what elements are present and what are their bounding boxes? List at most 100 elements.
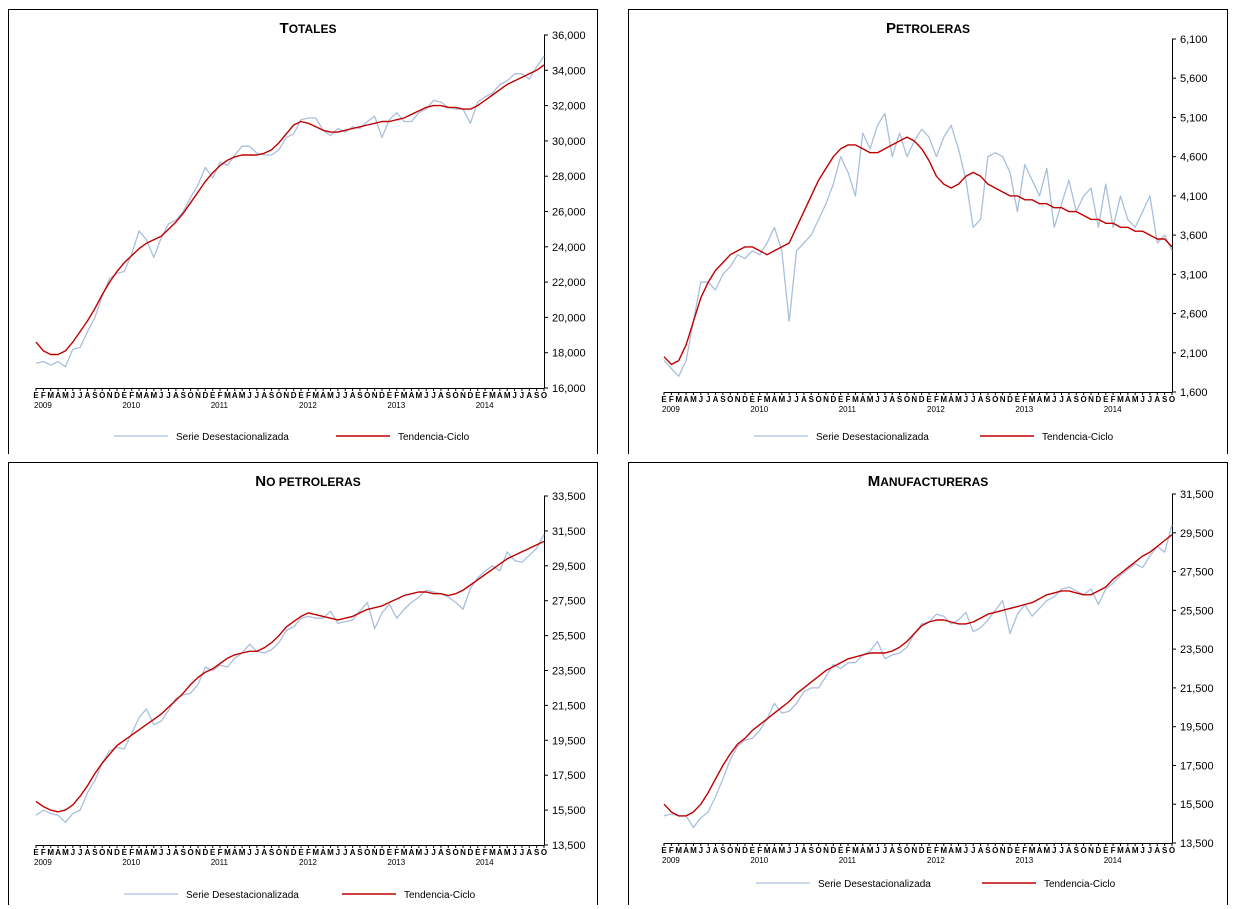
title-manufactureras-rest: ANUFACTURERAS	[880, 475, 988, 489]
x-month-label-manufactureras-12: E	[750, 846, 756, 855]
x-year-label-totales-3: 2012	[299, 401, 317, 410]
y-tick-label-no-petroleras-1: 15,500	[552, 805, 586, 817]
x-month-label-petroleras-65: J	[1140, 395, 1144, 404]
panel-no-petroleras: NO PETROLERAS 13,500 15,500 17,500 19,500 21,…	[8, 462, 598, 905]
x-month-label-manufactureras-30: J	[883, 846, 887, 855]
title-petroleras-initial: P	[886, 20, 896, 37]
x-month-label-no-petroleras-38: M	[312, 848, 319, 857]
x-year-label-totales-5: 2014	[476, 401, 494, 410]
x-year-label-manufactureras-3: 2012	[927, 856, 945, 865]
x-year-label-manufactureras-5: 2014	[1104, 856, 1122, 865]
x-month-label-no-petroleras-56: S	[446, 848, 452, 857]
x-month-label-manufactureras-36: E	[926, 846, 932, 855]
x-year-label-totales-0: 2009	[34, 401, 52, 410]
x-month-label-totales-4: M	[62, 391, 69, 400]
x-month-label-manufactureras-5: J	[699, 846, 703, 855]
x-year-label-totales-1: 2010	[122, 401, 140, 410]
x-month-label-totales-68: S	[534, 391, 540, 400]
x-year-label-no-petroleras-1: 2010	[122, 858, 140, 867]
x-month-label-totales-56: S	[446, 391, 452, 400]
y-tick-label-totales-8: 32,000	[552, 101, 586, 113]
x-month-label-totales-38: M	[312, 391, 319, 400]
y-tick-label-petroleras-0: 1,600	[1180, 387, 1208, 399]
x-month-label-no-petroleras-57: O	[453, 848, 459, 857]
x-month-label-no-petroleras-51: A	[409, 848, 415, 857]
x-month-label-petroleras-19: A	[801, 395, 807, 404]
y-tick-label-petroleras-3: 3,100	[1180, 269, 1208, 281]
x-month-label-no-petroleras-3: A	[55, 848, 61, 857]
x-month-label-totales-27: A	[232, 391, 238, 400]
chart-petroleras: PETROLERAS 1,600 2,100 2,600 3,100 3,600 4,100…	[628, 9, 1228, 454]
series-tendencia-ciclo-no-petroleras	[35, 540, 545, 813]
x-month-label-petroleras-50: M	[1029, 395, 1036, 404]
x-month-label-petroleras-60: E	[1103, 395, 1109, 404]
x-month-label-petroleras-30: J	[883, 395, 887, 404]
x-month-label-totales-58: N	[460, 391, 466, 400]
x-month-label-manufactureras-14: M	[764, 846, 771, 855]
x-month-label-manufactureras-62: M	[1117, 846, 1124, 855]
x-month-label-totales-51: A	[409, 391, 415, 400]
y-tick-label-no-petroleras-9: 31,500	[552, 526, 586, 538]
x-month-label-petroleras-2: M	[675, 395, 682, 404]
y-tick-label-totales-7: 30,000	[552, 136, 586, 148]
title-manufactureras: MANUFACTURERAS	[868, 473, 989, 490]
x-month-label-no-petroleras-41: J	[336, 848, 340, 857]
x-month-label-manufactureras-51: A	[1037, 846, 1043, 855]
x-year-label-petroleras-5: 2014	[1104, 405, 1122, 414]
x-month-label-petroleras-22: N	[823, 395, 829, 404]
x-month-label-petroleras-47: D	[1007, 395, 1013, 404]
x-month-label-manufactureras-16: M	[778, 846, 785, 855]
frame-totales	[8, 9, 598, 454]
y-tick-label-totales-6: 28,000	[552, 171, 586, 183]
x-month-label-totales-30: J	[255, 391, 259, 400]
x-month-label-manufactureras-66: J	[1148, 846, 1152, 855]
x-month-label-totales-62: M	[489, 391, 496, 400]
x-month-label-totales-24: E	[210, 391, 216, 400]
x-month-label-totales-54: J	[431, 391, 435, 400]
x-month-label-petroleras-38: M	[940, 395, 947, 404]
title-no-petroleras-rest: O PETROLERAS	[266, 475, 361, 489]
x-month-label-petroleras-17: J	[787, 395, 791, 404]
x-month-label-totales-14: M	[136, 391, 143, 400]
x-month-label-manufactureras-52: M	[1044, 846, 1051, 855]
x-month-label-no-petroleras-6: J	[78, 848, 82, 857]
series-serie-desestacionalizada-manufactureras	[663, 524, 1173, 829]
x-month-label-manufactureras-45: O	[992, 846, 998, 855]
x-year-label-manufactureras-2: 2011	[839, 856, 857, 865]
x-month-label-petroleras-35: D	[919, 395, 925, 404]
x-month-label-petroleras-8: S	[720, 395, 726, 404]
x-month-label-totales-50: M	[401, 391, 408, 400]
x-month-label-totales-29: J	[247, 391, 251, 400]
x-month-label-totales-52: M	[416, 391, 423, 400]
x-month-label-no-petroleras-15: A	[144, 848, 150, 857]
title-no-petroleras-initial: N	[255, 473, 266, 490]
x-month-label-totales-28: M	[239, 391, 246, 400]
x-month-label-petroleras-27: A	[860, 395, 866, 404]
x-month-label-totales-3: A	[55, 391, 61, 400]
x-month-label-manufactureras-65: J	[1140, 846, 1144, 855]
x-month-label-petroleras-3: A	[683, 395, 689, 404]
x-month-label-manufactureras-29: J	[875, 846, 879, 855]
x-month-label-no-petroleras-23: D	[202, 848, 208, 857]
y-tick-label-petroleras-4: 3,600	[1180, 230, 1208, 242]
x-month-label-petroleras-53: J	[1052, 395, 1056, 404]
x-month-label-no-petroleras-46: N	[372, 848, 378, 857]
y-tick-label-no-petroleras-2: 17,500	[552, 770, 586, 782]
y-tick-label-totales-1: 18,000	[552, 348, 586, 360]
x-month-label-no-petroleras-53: J	[424, 848, 428, 857]
legend-label-tendencia-manufactureras: Tendencia-Ciclo	[1044, 879, 1116, 890]
x-month-label-manufactureras-63: A	[1125, 846, 1131, 855]
x-month-label-no-petroleras-45: O	[364, 848, 370, 857]
x-month-label-petroleras-39: A	[948, 395, 954, 404]
y-tick-label-totales-10: 36,000	[552, 30, 586, 42]
x-month-label-totales-21: O	[187, 391, 193, 400]
x-month-label-totales-25: F	[218, 391, 223, 400]
x-month-label-totales-11: D	[114, 391, 120, 400]
x-month-label-no-petroleras-68: S	[534, 848, 540, 857]
x-month-label-no-petroleras-52: M	[416, 848, 423, 857]
x-month-label-no-petroleras-26: M	[224, 848, 231, 857]
x-year-label-petroleras-1: 2010	[750, 405, 768, 414]
x-month-label-no-petroleras-11: D	[114, 848, 120, 857]
x-month-label-manufactureras-35: D	[919, 846, 925, 855]
x-month-label-petroleras-37: F	[934, 395, 939, 404]
